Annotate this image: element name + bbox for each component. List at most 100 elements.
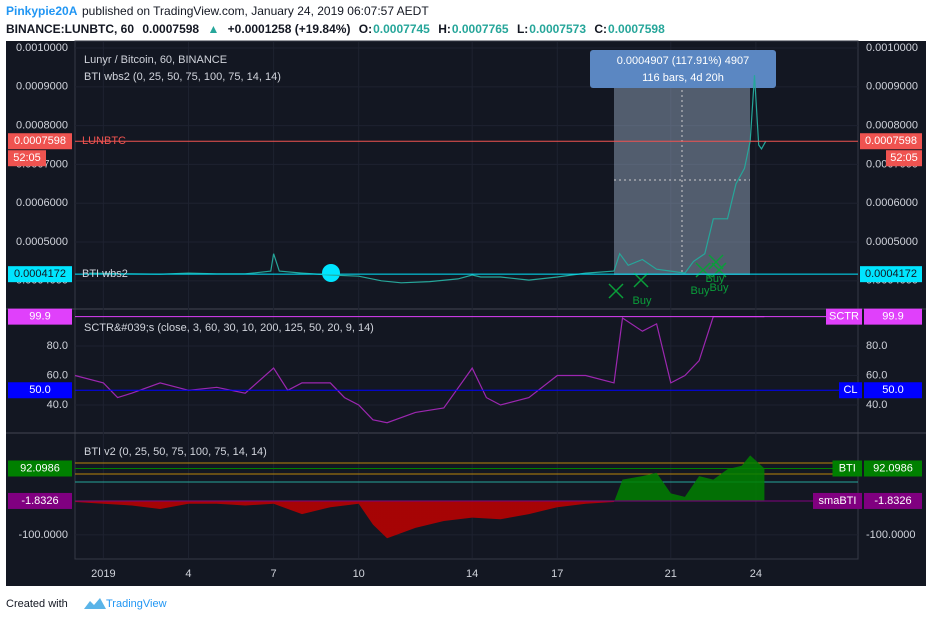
price-badge-text: SCTR [829,311,859,323]
price-badge-text: -1.8326 [874,495,911,507]
y-tick-label: 40.0 [866,399,887,411]
y-tick-label: 0.0008000 [866,120,918,132]
y-tick-label: -100.0000 [866,529,916,541]
arrow: ▲ [207,22,219,36]
open: 0.0007745 [373,22,430,36]
close-label: C: [594,22,607,36]
measure-sub: 116 bars, 4d 20h [642,72,724,84]
price-badge-text: 0.0004172 [14,268,66,280]
price-badge [864,492,922,509]
price-badge [886,150,922,167]
last: 0.0007598 [142,22,199,36]
x-tick-label: 21 [665,568,677,580]
price-badge-text: 0.0007598 [865,135,917,147]
price-badge [8,382,72,399]
pane-legend: BTI wbs2 (0, 25, 50, 75, 100, 75, 14, 14… [84,71,281,83]
price-badge [8,133,72,150]
y-tick-label: -100.0000 [18,529,68,541]
marker-circle [322,264,340,282]
price-badge [832,460,862,477]
low-label: L: [517,22,528,36]
price-badge [8,150,46,167]
price-line [89,75,767,284]
price-badge-text: 92.0986 [873,462,913,474]
buy-label: Buy [691,285,710,297]
measure-area[interactable] [614,60,750,275]
price-badge-text: smaBTI [819,495,857,507]
brand-logo [84,598,106,609]
x-tick-label: 2019 [91,568,115,580]
y-tick-label: 0.0005000 [866,236,918,248]
y-tick-label: 0.0010000 [16,42,68,54]
buy-crosses [608,254,727,299]
buy-label: Buy [710,282,729,294]
y-tick-label: 0.0006000 [16,197,68,209]
price-badge [864,308,922,325]
sctr-line [74,316,765,424]
measure-box [590,50,776,88]
y-tick-label: 0.0006000 [866,197,918,209]
price-badge-text: CL [843,384,857,396]
price-badge-text: 99.9 [882,311,903,323]
published: published on TradingView.com, January 24… [82,4,429,18]
x-tick-label: 14 [466,568,478,580]
close: 0.0007598 [608,22,665,36]
price-badge-text: 52:05 [13,152,41,164]
price-badge [8,460,72,477]
price-badge [8,492,72,509]
bti-area [75,455,765,539]
pane-legend: SCTR&#039;s (close, 3, 60, 30, 10, 200, … [84,322,374,334]
footer-created: Created with [6,598,68,610]
y-tick-label: 0.0005000 [16,236,68,248]
price-badge [860,133,922,150]
price-badge-text: BTI [839,462,856,474]
pane-legend: BTI v2 (0, 25, 50, 75, 100, 75, 14, 14) [84,446,267,458]
plot-frame [74,40,859,560]
change: +0.0001258 (+19.84%) [228,22,351,36]
x-tick-label: 17 [551,568,563,580]
measure-text: 0.0004907 (117.91%) 4907 [617,55,750,67]
y-tick-label: 40.0 [47,399,68,411]
price-badge [864,460,922,477]
price-badge-text: 50.0 [882,384,903,396]
price-badge-text: 52:05 [890,152,918,164]
price-badge [860,266,922,283]
price-badge [813,492,862,509]
quote-line: BINANCE:LUNBTC, 60 0.0007598 ▲ +0.000125… [6,22,665,36]
price-badge-text: 50.0 [29,384,50,396]
level-tag: BTI wbs2 [82,268,128,280]
high: 0.0007765 [452,22,509,36]
y-tick-label: 0.0009000 [16,81,68,93]
y-tick-label: 60.0 [47,369,68,381]
y-tick-label: 0.0010000 [866,42,918,54]
price-badge-text: 92.0986 [20,462,60,474]
symbol: BINANCE:LUNBTC, 60 [6,22,134,36]
open-label: O: [359,22,372,36]
chart-background [6,41,926,586]
price-badge [8,266,72,283]
low: 0.0007573 [529,22,586,36]
y-tick-label: 80.0 [866,340,887,352]
y-tick-label: 80.0 [47,340,68,352]
price-badge [826,308,862,325]
price-badge-text: 0.0004172 [865,268,917,280]
x-tick-label: 10 [353,568,365,580]
price-badge-text: 0.0007598 [14,135,66,147]
x-tick-label: 7 [271,568,277,580]
price-badge [839,382,862,399]
pane-legend: Lunyr / Bitcoin, 60, BINANCE [84,54,227,66]
footer-brand[interactable]: TradingView [106,598,167,610]
author[interactable]: Pinkypie20A [6,4,78,18]
x-tick-label: 4 [185,568,191,580]
price-badge [8,308,72,325]
high-label: H: [438,22,451,36]
y-tick-label: 60.0 [866,369,887,381]
price-badge-text: 99.9 [29,311,50,323]
y-tick-label: 0.0009000 [866,81,918,93]
price-badge [864,382,922,399]
level-tag: LUNBTC [82,135,126,147]
buy-label: Buy [633,295,652,307]
price-badge-text: -1.8326 [21,495,58,507]
